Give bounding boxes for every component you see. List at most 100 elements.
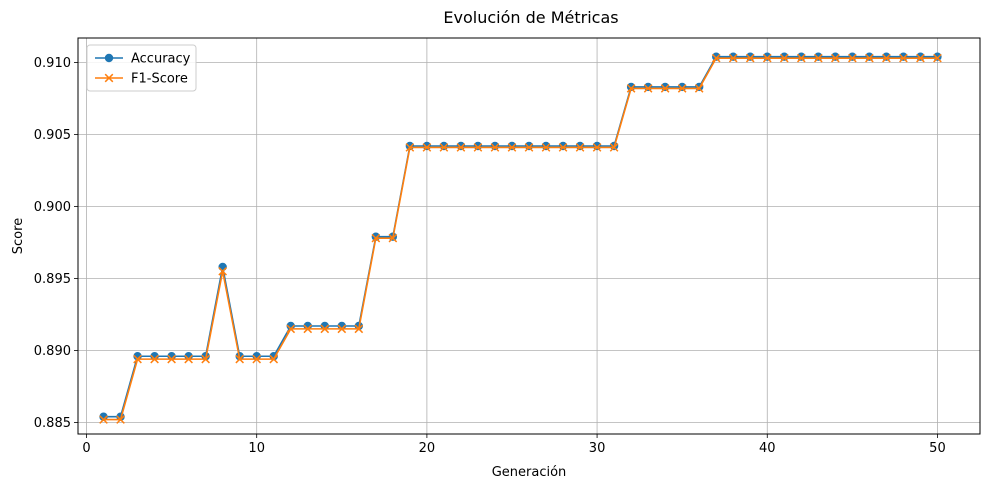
y-tick-label: 0.905: [34, 128, 71, 143]
f1-score-point-stroke: [405, 143, 415, 152]
y-tick-label: 0.900: [34, 200, 71, 215]
f1-score-point-stroke: [899, 53, 908, 63]
f1-score-point: [388, 233, 398, 243]
accuracy-point: [490, 141, 500, 151]
accuracy-point: [558, 141, 568, 151]
f1-score-point-stroke: [609, 143, 619, 152]
accuracy-point: [831, 52, 840, 61]
f1-score-point: [456, 143, 466, 152]
accuracy-point: [507, 141, 517, 151]
legend-accuracy-marker: [104, 53, 114, 63]
f1-score-point: [405, 143, 415, 152]
f1-score-point: [439, 143, 449, 152]
accuracy-point: [643, 82, 653, 92]
f1-score-point: [422, 143, 432, 152]
accuracy-point: [797, 52, 806, 61]
f1-score-point-stroke: [235, 354, 245, 364]
f1-score-point-stroke: [865, 53, 874, 63]
f1-score-point: [762, 53, 772, 63]
x-tick-label: 20: [419, 441, 436, 456]
f1-score-point: [865, 53, 874, 63]
f1-score-point-stroke: [796, 53, 806, 63]
plot-frame: [77, 37, 981, 435]
accuracy-point: [780, 52, 789, 61]
f1-score-point-stroke: [201, 354, 210, 364]
f1-score-point: [354, 324, 364, 334]
accuracy-point: [763, 52, 772, 61]
f1-score-point: [694, 84, 704, 93]
accuracy-point: [848, 52, 857, 61]
y-tick-label: 0.910: [34, 56, 71, 71]
f1-score-point: [524, 143, 534, 152]
f1-score-point-stroke: [99, 415, 108, 424]
f1-score-point-stroke: [916, 53, 925, 63]
grid-lines: [78, 38, 980, 434]
f1-score-point: [831, 53, 840, 63]
f1-score-point: [133, 354, 142, 364]
f1-score-point: [473, 143, 483, 152]
f1-score-point: [796, 53, 806, 63]
f1-score-point-stroke: [694, 84, 704, 93]
f1-score-point: [184, 354, 193, 364]
f1-score-point-stroke: [626, 84, 636, 93]
legend-f1-score-marker: [104, 73, 114, 83]
accuracy-point: [865, 52, 874, 61]
f1-score-point-stroke: [269, 354, 279, 364]
f1-score-point-stroke: [252, 354, 262, 364]
series-layer: [99, 52, 942, 424]
f1-score-point: [201, 354, 210, 364]
f1-score-point: [626, 84, 636, 93]
f1-score-point: [916, 53, 925, 63]
f1-score-point-stroke: [882, 53, 891, 63]
y-axis-label: Score: [11, 218, 26, 254]
accuracy-point: [541, 141, 551, 151]
accuracy-point: [592, 141, 602, 151]
f1-score-point-stroke: [371, 233, 381, 243]
f1-score-point: [882, 53, 891, 63]
f1-score-point-stroke: [354, 324, 364, 334]
f1-score-point-stroke: [422, 143, 432, 152]
accuracy-point: [575, 141, 585, 151]
f1-score-point-stroke: [848, 53, 857, 63]
f1-score-point: [507, 143, 517, 152]
f1-score-point: [541, 143, 551, 152]
f1-score-point: [99, 415, 108, 424]
f1-score-point: [320, 324, 330, 334]
f1-score-point-stroke: [762, 53, 772, 63]
f1-score-point: [558, 143, 568, 152]
accuracy-point: [677, 82, 687, 92]
legend: Accuracy F1-Score: [86, 44, 197, 92]
f1-score-point-stroke: [439, 143, 449, 152]
x-axis-label: Generación: [492, 465, 567, 480]
y-tick-label: 0.895: [34, 272, 71, 287]
f1-score-point: [728, 53, 738, 63]
f1-score-point-stroke: [320, 324, 330, 334]
f1-score-point-stroke: [745, 53, 755, 63]
legend-f1-score-marker-stroke: [104, 73, 114, 83]
f1-score-point-stroke: [133, 354, 142, 364]
f1-score-point-stroke: [150, 354, 159, 364]
f1-score-point-stroke: [507, 143, 517, 152]
accuracy-point: [746, 52, 755, 61]
y-tick-label: 0.885: [34, 416, 71, 431]
axis-ticks: 0 10 20 30 40 50 0.885 0.890 0.895 0.900 0.905 0.91…: [34, 56, 946, 456]
f1-score-point: [899, 53, 908, 63]
f1-score-point: [150, 354, 159, 364]
f1-score-point: [235, 354, 245, 364]
f1-score-point-stroke: [711, 53, 721, 63]
f1-score-point-stroke: [728, 53, 738, 63]
f1-score-point-stroke: [677, 84, 687, 93]
x-tick-label: 10: [248, 441, 265, 456]
f1-score-point-stroke: [643, 84, 653, 93]
accuracy-point: [814, 52, 823, 61]
accuracy-point: [916, 52, 925, 61]
x-tick-label: 50: [929, 441, 946, 456]
f1-score-point: [371, 233, 381, 243]
f1-score-point: [745, 53, 755, 63]
f1-score-point: [779, 53, 789, 63]
legend-accuracy-label: Accuracy: [131, 52, 191, 67]
chart-title: Evolución de Métricas: [443, 8, 618, 27]
f1-score-point: [167, 354, 176, 364]
f1-score-point: [575, 143, 585, 152]
